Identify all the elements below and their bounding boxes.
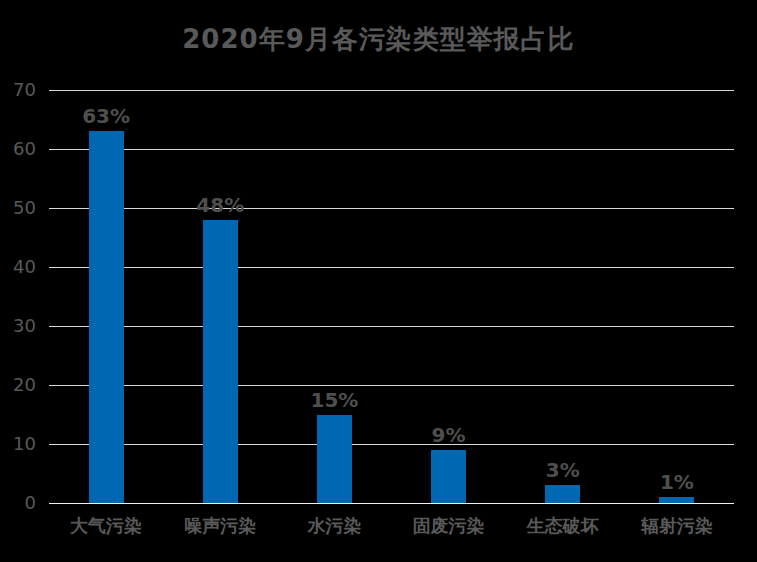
- bar-value-label: 3%: [518, 458, 608, 482]
- bar-value-label: 15%: [289, 388, 379, 412]
- gridline: [49, 267, 734, 268]
- bar: [203, 220, 238, 503]
- y-tick-label: 50: [0, 197, 36, 219]
- x-axis-line: [49, 503, 734, 504]
- plot-area: 63% 48% 15% 9% 3% 1%: [49, 90, 734, 503]
- bar-value-label: 63%: [61, 104, 151, 128]
- bar: [545, 485, 580, 503]
- category-label: 辐射污染: [620, 514, 734, 538]
- gridline: [49, 326, 734, 327]
- gridline: [49, 149, 734, 150]
- bar: [431, 450, 466, 503]
- y-tick-label: 20: [0, 374, 36, 396]
- gridline: [49, 444, 734, 445]
- y-tick-label: 60: [0, 138, 36, 160]
- bar: [659, 497, 694, 503]
- category-label: 水污染: [277, 514, 391, 538]
- bar-value-label: 48%: [175, 193, 265, 217]
- bar: [317, 415, 352, 504]
- category-label: 生态破坏: [506, 514, 620, 538]
- category-label: 固废污染: [392, 514, 506, 538]
- y-tick-label: 10: [0, 433, 36, 455]
- bar-value-label: 1%: [632, 470, 722, 494]
- gridline: [49, 208, 734, 209]
- y-tick-label: 40: [0, 256, 36, 278]
- gridline: [49, 90, 734, 91]
- chart-title: 2020年9月各污染类型举报占比: [0, 22, 757, 57]
- category-label: 大气污染: [49, 514, 163, 538]
- gridline: [49, 385, 734, 386]
- y-tick-label: 0: [0, 492, 36, 514]
- bar-value-label: 9%: [404, 423, 494, 447]
- y-tick-label: 70: [0, 79, 36, 101]
- y-tick-label: 30: [0, 315, 36, 337]
- bar-chart: 2020年9月各污染类型举报占比 63% 48% 15% 9% 3% 1% 0 10 20 30…: [0, 0, 757, 562]
- category-label: 噪声污染: [163, 514, 277, 538]
- bar: [89, 131, 124, 503]
